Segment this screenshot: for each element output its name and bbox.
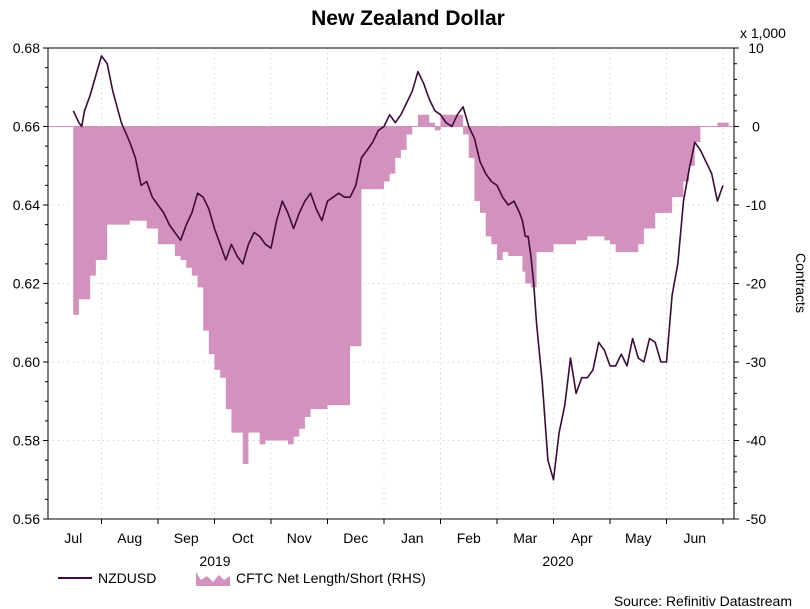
month-label: Feb bbox=[457, 530, 481, 546]
left-tick-label: 0.56 bbox=[13, 511, 40, 527]
x-axis-months: Jul Aug Sep Oct Nov Dec Jan Feb Mar Apr May Jun bbox=[64, 519, 724, 546]
month-label: Sep bbox=[174, 530, 199, 546]
month-label: Apr bbox=[571, 530, 593, 546]
nzdusd-path bbox=[72, 55, 724, 481]
chart-title: New Zealand Dollar bbox=[311, 7, 505, 30]
right-tick-label: 0 bbox=[752, 119, 760, 135]
month-label: Dec bbox=[343, 530, 368, 546]
nzdusd-line bbox=[72, 55, 724, 481]
legend-cftc-label: CFTC Net Length/Short (RHS) bbox=[236, 570, 426, 586]
right-tick-label: -50 bbox=[746, 511, 766, 527]
month-label: May bbox=[625, 530, 651, 546]
month-label: Jul bbox=[64, 530, 82, 546]
right-axis-multiplier: x 1,000 bbox=[740, 25, 786, 41]
cftc-area-path bbox=[73, 114, 729, 465]
right-axis-ticks: -50 -40 -30 -20 -10 0 10 bbox=[734, 40, 766, 527]
left-tick-label: 0.64 bbox=[13, 197, 40, 213]
right-tick-label: 10 bbox=[748, 40, 764, 56]
right-tick-label: -30 bbox=[746, 354, 766, 370]
right-tick-label: -20 bbox=[746, 276, 766, 292]
plot-area bbox=[48, 48, 734, 519]
left-axis-ticks: 0.56 0.58 0.60 0.62 0.64 0.66 0.68 bbox=[13, 40, 48, 527]
month-label: Mar bbox=[513, 530, 537, 546]
right-axis-label: Contracts bbox=[793, 253, 809, 313]
month-label: Aug bbox=[117, 530, 142, 546]
month-label: Oct bbox=[232, 530, 254, 546]
left-tick-label: 0.58 bbox=[13, 433, 40, 449]
left-tick-label: 0.60 bbox=[13, 354, 40, 370]
month-label: Jan bbox=[401, 530, 424, 546]
year-label: 2019 bbox=[199, 553, 230, 569]
right-tick-label: -10 bbox=[746, 197, 766, 213]
x-axis-years: 2019 2020 bbox=[199, 553, 573, 569]
left-tick-label: 0.66 bbox=[13, 119, 40, 135]
legend: NZDUSD CFTC Net Length/Short (RHS) bbox=[58, 570, 426, 586]
legend-nzdusd-label: NZDUSD bbox=[98, 570, 156, 586]
cftc-area bbox=[73, 114, 729, 465]
month-label: Jun bbox=[683, 530, 706, 546]
month-label: Nov bbox=[287, 530, 312, 546]
year-label: 2020 bbox=[542, 553, 573, 569]
legend-cftc-swatch bbox=[196, 572, 230, 586]
source-note: Source: Refinitiv Datastream bbox=[614, 593, 792, 609]
left-tick-label: 0.68 bbox=[13, 40, 40, 56]
right-tick-label: -40 bbox=[746, 433, 766, 449]
left-tick-label: 0.62 bbox=[13, 276, 40, 292]
